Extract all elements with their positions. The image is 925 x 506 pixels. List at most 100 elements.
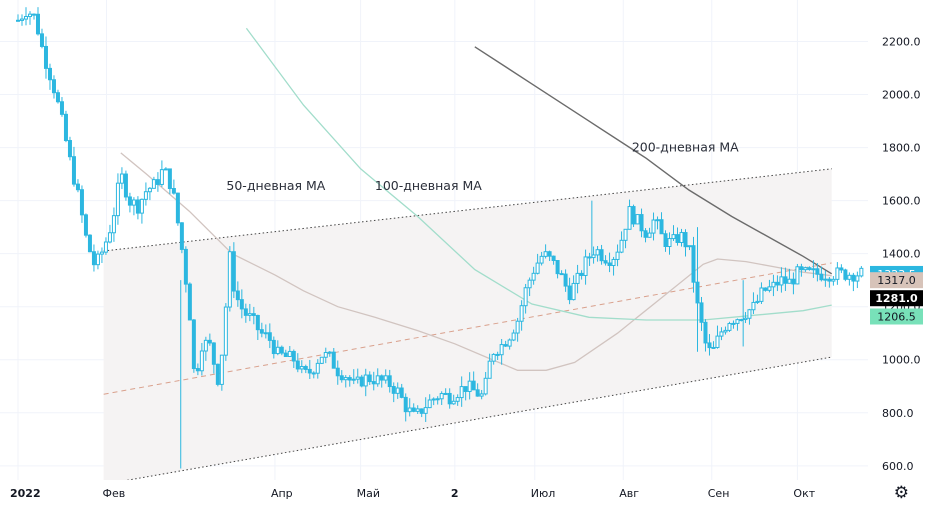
x-tick-label: Фев <box>103 487 126 500</box>
candle-body <box>135 199 140 214</box>
candle-body <box>155 179 160 185</box>
candle-body <box>195 368 200 372</box>
candle-body <box>547 251 552 257</box>
candle-body <box>107 232 112 243</box>
candle-body <box>671 234 676 240</box>
candle-body <box>111 215 116 234</box>
candle-body <box>383 375 388 381</box>
candle-body <box>723 329 728 333</box>
candle-body <box>19 18 24 21</box>
channel-fill <box>103 168 832 480</box>
candle-body <box>91 251 96 266</box>
candle-body <box>843 269 848 280</box>
y-tick-label: 1800.0 <box>882 142 921 155</box>
candle-body <box>287 350 292 358</box>
x-tick-label: 2022 <box>10 487 41 500</box>
y-tick-label: 2000.0 <box>882 89 921 102</box>
candle-body <box>351 378 356 381</box>
candlesticks <box>16 7 864 469</box>
candle-body <box>75 183 80 191</box>
candle-body <box>659 219 664 235</box>
candle-body <box>643 230 648 238</box>
candle-body <box>79 189 84 216</box>
candle-body <box>595 249 600 256</box>
candle-body <box>359 376 364 387</box>
candle-body <box>35 13 40 35</box>
candle-body <box>711 346 716 349</box>
candle-body <box>423 407 428 414</box>
candle-body <box>703 321 708 344</box>
candle-body <box>503 344 508 347</box>
candle-body <box>715 335 720 348</box>
candle-body <box>783 276 788 284</box>
candle-body <box>735 319 740 324</box>
candle-body <box>575 272 580 284</box>
price-tag-2 <box>870 272 923 289</box>
candle-body <box>495 353 500 356</box>
candle-body <box>315 362 320 374</box>
y-tick-label: 2200.0 <box>882 36 921 49</box>
candle-body <box>567 285 572 301</box>
candle-body <box>271 339 276 355</box>
candle-body <box>43 45 48 69</box>
annotation-2: 100-дневная MA <box>375 178 482 193</box>
annotation-3: 200-дневная MA <box>632 140 739 155</box>
candle-body <box>771 281 776 288</box>
candle-body <box>627 206 632 230</box>
candle-body <box>471 380 476 391</box>
candle-body <box>631 206 636 225</box>
candle-body <box>127 196 132 206</box>
x-tick-label: Апр <box>271 487 293 500</box>
candle-body <box>679 232 684 243</box>
candle-body <box>131 199 136 206</box>
candle-body <box>699 302 704 323</box>
candle-body <box>203 339 208 352</box>
x-tick-label: Май <box>357 487 380 500</box>
gear-icon[interactable]: ⚙ <box>893 483 909 503</box>
price-tag-3 <box>870 290 923 307</box>
candle-body <box>343 377 348 381</box>
candle-body <box>683 232 688 248</box>
candle-body <box>419 408 424 414</box>
candle-body <box>435 398 440 401</box>
candle-body <box>439 393 444 400</box>
candle-body <box>387 375 392 388</box>
candle-body <box>803 267 808 271</box>
candle-body <box>519 305 524 322</box>
candle-body <box>475 389 480 397</box>
candle-body <box>27 13 32 18</box>
candle-body <box>499 344 504 356</box>
candle-body <box>823 278 828 281</box>
candle-body <box>579 272 584 276</box>
annotation-1: 50-дневная MA <box>226 178 325 193</box>
candle-body <box>591 254 596 259</box>
candle-body <box>63 113 68 142</box>
candle-body <box>311 372 316 375</box>
candle-body <box>779 276 784 286</box>
ma-line-1 <box>120 152 832 371</box>
candle-body <box>835 267 840 280</box>
candle-body <box>47 67 52 81</box>
candle-body <box>815 268 820 275</box>
x-tick-label: Сен <box>708 487 730 500</box>
candle-body <box>175 192 180 224</box>
candle-body <box>295 360 300 370</box>
candle-body <box>255 314 260 331</box>
candle-body <box>607 262 612 266</box>
candle-body <box>331 351 336 369</box>
candle-body <box>531 272 536 281</box>
candle-body <box>67 140 72 158</box>
candle-body <box>283 352 288 358</box>
candle-body <box>663 233 668 248</box>
candle-body <box>639 214 644 232</box>
candle-body <box>95 253 100 266</box>
candle-body <box>751 301 756 311</box>
candle-body <box>543 251 548 257</box>
candle-body <box>507 339 512 347</box>
candle-body <box>611 258 616 266</box>
price-tag-label: 1281.0 <box>875 292 918 305</box>
candle-body <box>87 234 92 253</box>
